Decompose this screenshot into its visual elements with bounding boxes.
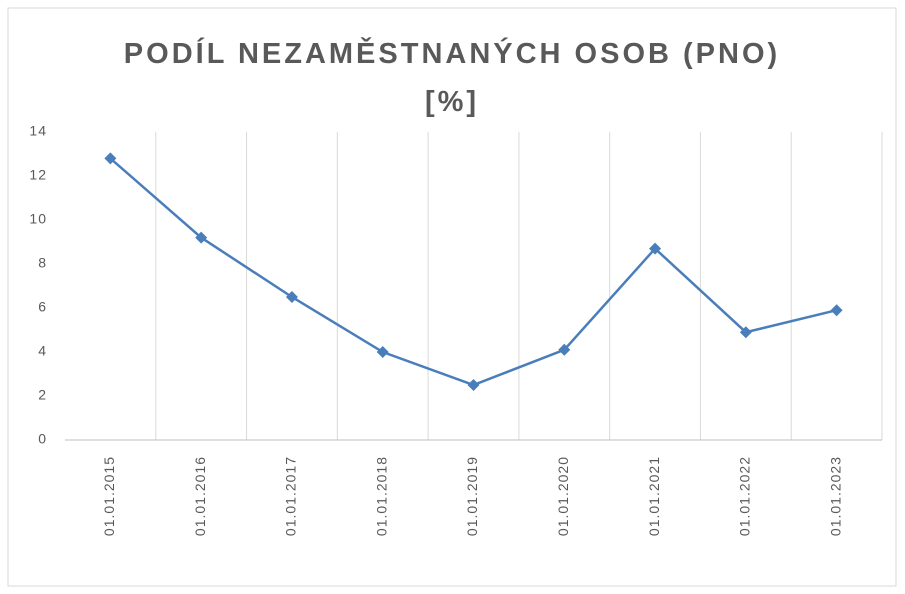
marker: [558, 343, 571, 356]
marker: [467, 379, 480, 391]
x-tick-label: 01.01.2023: [827, 456, 843, 536]
y-tick-label: 0: [38, 431, 47, 447]
marker: [104, 152, 117, 165]
y-tick-label: 10: [29, 211, 47, 227]
x-tick-label: 01.01.2021: [646, 456, 662, 536]
y-tick-label: 6: [38, 299, 47, 315]
y-tick-label: 8: [38, 255, 47, 271]
y-tick-label: 2: [38, 387, 47, 403]
x-tick-label: 01.01.2020: [555, 456, 571, 536]
x-tick-label: 01.01.2016: [192, 456, 208, 536]
x-tick-label: 01.01.2019: [464, 456, 480, 536]
x-tick-label: 01.01.2022: [737, 456, 753, 536]
line-series: [109, 157, 837, 387]
chart-border: [7, 7, 897, 587]
marker: [376, 346, 389, 358]
y-tick-label: 4: [38, 343, 47, 359]
y-tick-label: 12: [29, 167, 47, 183]
marker: [830, 304, 843, 317]
marker: [739, 326, 752, 339]
x-tick-label: 01.01.2018: [373, 456, 389, 536]
marker: [195, 231, 208, 244]
y-tick-label: 14: [29, 123, 47, 139]
chart-title: PODÍL NEZAMĚSTNANÝCH OSOB (PNO) [%]: [123, 38, 781, 118]
marker: [285, 291, 298, 303]
x-tick-label: 01.01.2017: [283, 456, 299, 536]
marker: [649, 242, 662, 255]
x-tick-label: 01.01.2015: [101, 456, 117, 536]
